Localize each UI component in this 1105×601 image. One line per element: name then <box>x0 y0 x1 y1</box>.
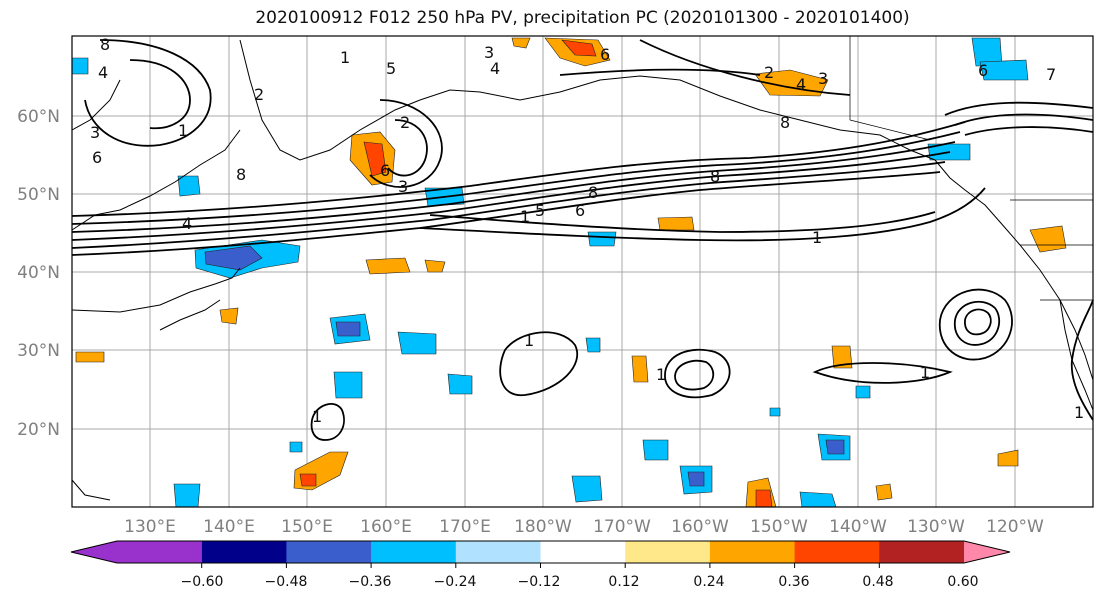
colorbar-tick-label: −0.24 <box>434 574 477 590</box>
svg-text:6: 6 <box>600 45 610 64</box>
colorbar-segment <box>625 541 711 563</box>
map-frame <box>71 35 1094 508</box>
svg-text:5: 5 <box>535 201 545 220</box>
colorbar-extend-min <box>71 541 117 563</box>
lon-label: 170°W <box>593 517 651 537</box>
colorbar: −0.60 −0.48 −0.36 −0.24 −0.12 0.12 0.24 … <box>70 540 1011 590</box>
svg-text:1: 1 <box>812 228 822 247</box>
svg-text:4: 4 <box>182 214 192 233</box>
colorbar-segments <box>71 541 1010 563</box>
pv-contours <box>71 39 1094 441</box>
colorbar-ticks <box>201 563 880 568</box>
lon-label: 160°E <box>360 517 412 537</box>
svg-text:5: 5 <box>386 59 396 78</box>
colorbar-tick-label: −0.60 <box>181 574 224 590</box>
lat-axis-labels: 60°N 50°N 40°N 30°N 20°N <box>17 107 60 440</box>
lon-label: 130°E <box>124 517 176 537</box>
svg-text:1: 1 <box>656 365 666 384</box>
pv-contour-labels: 8 4 3 6 1 2 4 8 1 5 2 6 3 3 4 6 1 5 6 8 … <box>90 35 1084 426</box>
svg-text:8: 8 <box>780 113 790 132</box>
lat-label: 20°N <box>17 420 60 440</box>
svg-text:1: 1 <box>524 331 534 350</box>
svg-text:4: 4 <box>796 75 806 94</box>
svg-text:8: 8 <box>236 165 246 184</box>
svg-text:7: 7 <box>1046 65 1056 84</box>
precip-positive-areas <box>75 37 1067 508</box>
colorbar-segment <box>540 541 626 563</box>
lon-label: 180°W <box>514 517 572 537</box>
lat-label: 30°N <box>17 341 60 361</box>
colorbar-outline <box>70 540 1011 564</box>
svg-text:8: 8 <box>588 183 598 202</box>
lon-label: 130°W <box>907 517 965 537</box>
lon-label: 150°W <box>750 517 808 537</box>
svg-text:4: 4 <box>98 63 108 82</box>
lon-label: 150°E <box>281 517 333 537</box>
colorbar-tick-label: 0.12 <box>608 574 639 590</box>
lon-label: 120°W <box>986 517 1044 537</box>
colorbar-tick-label: 0.36 <box>778 574 809 590</box>
svg-text:1: 1 <box>920 363 930 382</box>
lon-label: 160°W <box>671 517 729 537</box>
svg-text:2: 2 <box>400 113 410 132</box>
svg-text:3: 3 <box>818 69 828 88</box>
colorbar-segment <box>117 541 202 563</box>
lon-axis-labels: 130°E 140°E 150°E 160°E 170°E 180°W 170°… <box>124 517 1044 537</box>
map-title: 2020100912 F012 250 hPa PV, precipitatio… <box>255 8 910 28</box>
svg-text:1: 1 <box>520 207 530 226</box>
svg-text:2: 2 <box>764 63 774 82</box>
lat-label: 60°N <box>17 107 60 127</box>
precip-negative-areas <box>71 37 1029 508</box>
colorbar-segment <box>286 541 372 563</box>
lat-label: 50°N <box>17 185 60 205</box>
colorbar-segment <box>794 541 880 563</box>
colorbar-segment <box>455 541 541 563</box>
svg-text:1: 1 <box>1074 403 1084 422</box>
colorbar-tick-label: 0.24 <box>693 574 724 590</box>
svg-text:3: 3 <box>484 43 494 62</box>
colorbar-tick-label: −0.48 <box>265 574 308 590</box>
svg-text:8: 8 <box>710 167 720 186</box>
svg-text:1: 1 <box>312 407 322 426</box>
svg-text:3: 3 <box>90 123 100 142</box>
svg-text:6: 6 <box>575 201 585 220</box>
lat-label: 40°N <box>17 263 60 283</box>
svg-text:1: 1 <box>178 121 188 140</box>
colorbar-tick-label: 0.48 <box>862 574 893 590</box>
lon-label: 170°E <box>439 517 491 537</box>
borders <box>849 36 1093 301</box>
svg-text:6: 6 <box>380 161 390 180</box>
colorbar-segment <box>201 541 287 563</box>
colorbar-segment <box>879 541 965 563</box>
svg-text:3: 3 <box>398 177 408 196</box>
svg-text:2: 2 <box>254 85 264 104</box>
svg-text:1: 1 <box>340 48 350 67</box>
lon-label: 140°W <box>829 517 887 537</box>
svg-text:6: 6 <box>978 61 988 80</box>
colorbar-segment <box>371 541 457 563</box>
lon-label: 140°E <box>203 517 255 537</box>
colorbar-tick-label: −0.36 <box>349 574 392 590</box>
colorbar-tick-label: −0.12 <box>518 574 561 590</box>
colorbar-labels: −0.60 −0.48 −0.36 −0.24 −0.12 0.12 0.24 … <box>181 574 979 590</box>
colorbar-extend-max <box>964 541 1010 563</box>
colorbar-tick-label: 0.60 <box>947 574 978 590</box>
colorbar-segment <box>709 541 796 563</box>
svg-text:8: 8 <box>100 35 110 54</box>
svg-text:6: 6 <box>92 148 102 167</box>
svg-text:4: 4 <box>490 59 500 78</box>
